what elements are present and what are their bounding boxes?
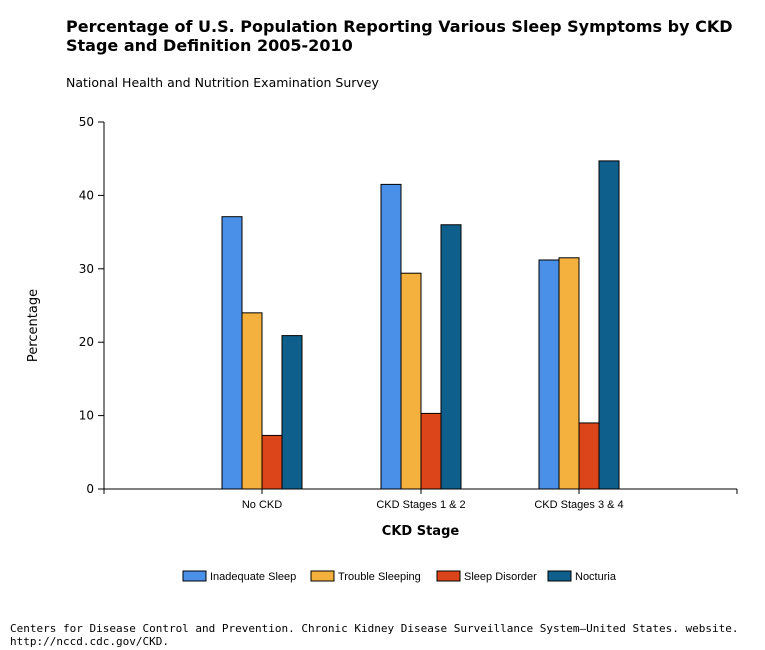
legend-swatch <box>547 570 572 582</box>
legend: Inadequate Sleep Trouble Sleeping Sleep Di… <box>182 570 617 583</box>
chart-title: Percentage of U.S. Population Reporting … <box>66 17 733 55</box>
bar-sleep-disorder[interactable] <box>261 434 283 490</box>
axes: 0 10 20 30 40 50 Percentage CKD Stage No CKD CKD … <box>26 115 738 539</box>
bar-trouble-sleeping[interactable] <box>400 272 422 490</box>
legend-swatch <box>436 570 461 582</box>
legend-label: Sleep Disorder <box>464 571 537 583</box>
y-tick-label: 30 <box>79 262 94 276</box>
chart-subtitle: National Health and Nutrition Examinatio… <box>66 75 379 90</box>
bars <box>221 160 620 490</box>
legend-label: Trouble Sleeping <box>338 571 421 583</box>
bar-sleep-disorder[interactable] <box>578 422 600 490</box>
x-tick-label: No CKD <box>242 499 282 511</box>
y-tick-label: 20 <box>79 335 94 349</box>
x-tick-label: CKD Stages 3 & 4 <box>534 499 623 511</box>
y-axis-title: Percentage <box>26 289 41 362</box>
y-tick-label: 0 <box>86 482 94 496</box>
x-axis-title: CKD Stage <box>382 524 460 539</box>
bar-trouble-sleeping[interactable] <box>558 257 580 490</box>
bar-inadequate-sleep[interactable] <box>221 216 243 490</box>
y-tick-label: 50 <box>79 115 94 129</box>
bar-sleep-disorder[interactable] <box>420 412 442 490</box>
x-tick-label: CKD Stages 1 & 2 <box>376 499 465 511</box>
y-tick-label: 40 <box>79 188 94 202</box>
bar-inadequate-sleep[interactable] <box>538 259 560 490</box>
bar-inadequate-sleep[interactable] <box>380 183 402 490</box>
legend-label: Nocturia <box>575 571 617 583</box>
bar-nocturia[interactable] <box>598 160 620 490</box>
legend-swatch <box>182 570 207 582</box>
legend-swatch <box>310 570 335 582</box>
legend-label: Inadequate Sleep <box>210 571 296 583</box>
source-note: Centers for Disease Control and Preventi… <box>10 622 739 648</box>
bar-nocturia[interactable] <box>440 224 462 490</box>
y-tick-label: 10 <box>79 409 94 423</box>
bar-trouble-sleeping[interactable] <box>241 312 263 490</box>
bar-nocturia[interactable] <box>281 335 303 490</box>
